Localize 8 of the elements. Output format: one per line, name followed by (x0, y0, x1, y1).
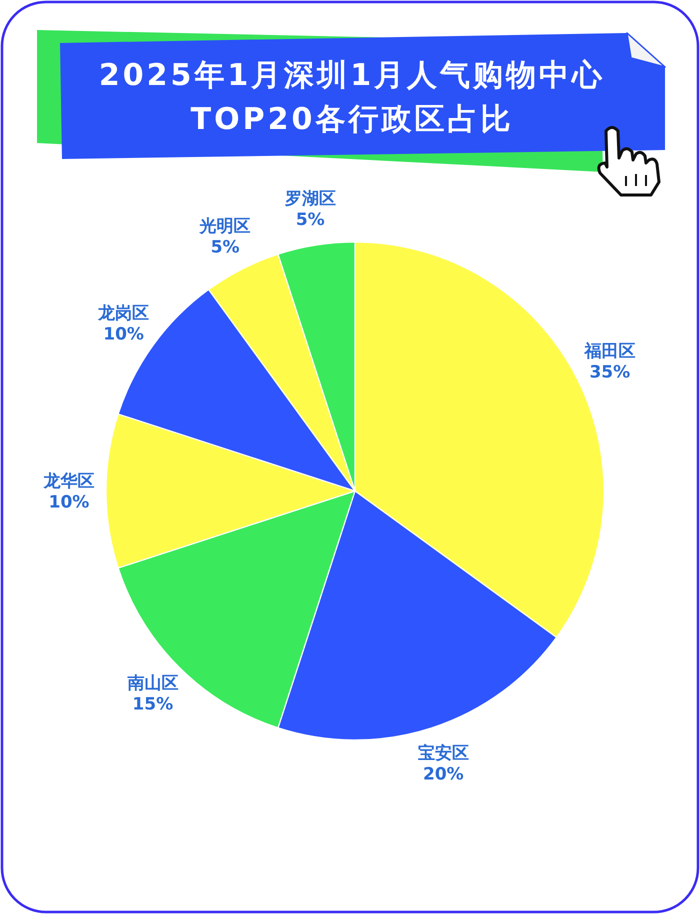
data-label: 南山区 15% (127, 674, 178, 715)
data-label: 罗湖区 5% (284, 189, 336, 230)
data-label: 光明区 5% (200, 216, 251, 258)
data-label: 龙华区 10% (44, 472, 94, 512)
chart-title: 2025年1月深圳1月人气购物中心TOP20各行政区占比 (98, 58, 606, 137)
data-label: 龙岗区 10% (98, 303, 150, 344)
data-label: 福田区 35% (584, 342, 636, 383)
data-label: 宝安区 20% (418, 744, 469, 784)
